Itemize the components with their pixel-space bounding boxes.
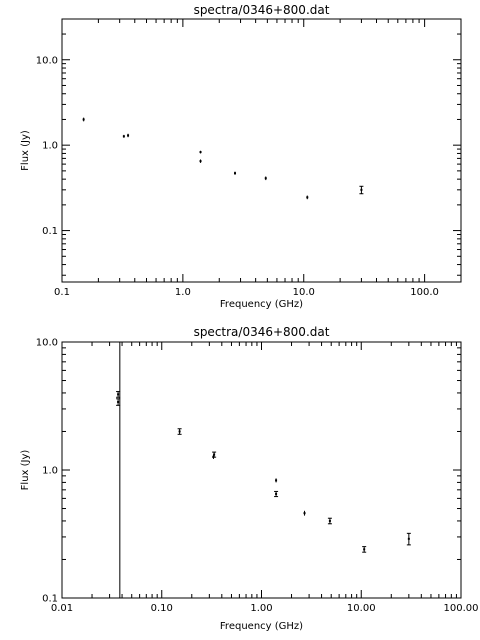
data-point xyxy=(212,451,217,458)
data-point xyxy=(362,546,367,553)
y-axis-label: Flux (Jy) xyxy=(20,450,31,491)
x-tick-label: 1.0 xyxy=(175,287,191,298)
data-marker xyxy=(303,512,306,515)
x-tick-label: 100.0 xyxy=(410,287,439,298)
x-tick-label: 0.01 xyxy=(51,603,73,614)
y-tick-label: 10.0 xyxy=(36,338,58,349)
data-marker xyxy=(122,135,125,138)
data-marker xyxy=(275,479,278,482)
data-marker xyxy=(407,537,410,540)
data-point xyxy=(177,428,182,435)
chart-title: spectra/0346+800.dat xyxy=(194,325,330,339)
data-marker xyxy=(127,134,130,137)
data-point xyxy=(199,150,202,154)
y-tick-label: 1.0 xyxy=(42,466,58,477)
y-tick-label: 0.1 xyxy=(42,226,58,237)
chart-panel-2: spectra/0346+800.dat Frequency (GHz) Flux … xyxy=(20,325,479,632)
data-point xyxy=(127,133,130,138)
chart-panel-1: spectra/0346+800.dat Frequency (GHz) Flux … xyxy=(20,3,462,310)
x-tick-label: 0.1 xyxy=(54,287,70,298)
data-marker xyxy=(199,160,202,163)
data-point xyxy=(275,478,278,483)
x-tick-label: 10.0 xyxy=(293,287,315,298)
y-tick-label: 0.1 xyxy=(42,594,58,605)
chart-title: spectra/0346+800.dat xyxy=(194,3,330,17)
data-marker xyxy=(199,151,202,154)
plot-frame xyxy=(61,341,462,599)
x-tick-label: 0.10 xyxy=(151,603,173,614)
data-marker xyxy=(213,453,216,456)
plot-frame xyxy=(61,18,462,283)
data-point xyxy=(406,532,411,546)
data-point xyxy=(234,171,237,175)
x-tick-label: 10.00 xyxy=(347,603,376,614)
data-point xyxy=(359,185,364,195)
data-point xyxy=(116,391,121,398)
data-marker xyxy=(360,188,363,191)
x-tick-label: 100.00 xyxy=(444,603,479,614)
data-marker xyxy=(275,492,278,495)
data-point xyxy=(327,517,332,525)
data-marker xyxy=(117,400,120,403)
x-axis-label: Frequency (GHz) xyxy=(220,621,303,632)
data-marker xyxy=(82,118,85,121)
data-point xyxy=(122,134,125,138)
data-marker xyxy=(178,430,181,433)
data-point xyxy=(264,176,267,181)
y-tick-label: 1.0 xyxy=(42,141,58,152)
x-tick-label: 1.00 xyxy=(250,603,272,614)
data-marker xyxy=(234,172,237,175)
data-marker xyxy=(328,519,331,522)
data-point xyxy=(82,117,85,122)
data-marker xyxy=(363,548,366,551)
data-marker xyxy=(264,177,267,180)
data-point xyxy=(274,490,279,498)
data-point xyxy=(116,398,121,406)
y-axis-label: Flux (Jy) xyxy=(20,130,31,171)
x-axis-label: Frequency (GHz) xyxy=(220,299,303,310)
data-point xyxy=(306,195,309,200)
data-point xyxy=(303,510,306,516)
data-marker xyxy=(306,196,309,199)
data-point xyxy=(199,159,202,163)
data-marker xyxy=(117,393,120,396)
y-tick-label: 10.0 xyxy=(36,55,58,66)
